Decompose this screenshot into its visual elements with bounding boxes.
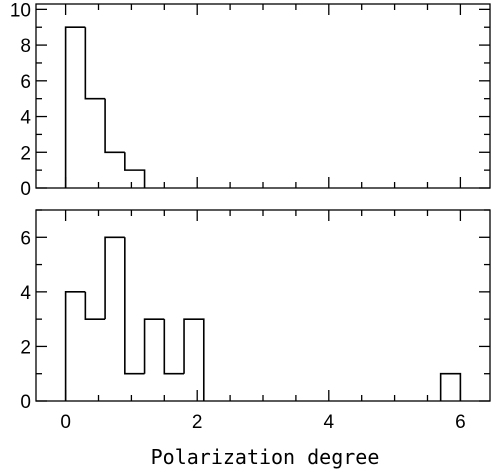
bottom-histogram-panel: 0 2 4 6 0 2 4 6	[20, 209, 491, 433]
top-y-tick-label: 4	[20, 108, 31, 129]
top-y-tick-label: 6	[20, 72, 31, 93]
top-histogram-bar	[84, 27, 106, 100]
top-histogram-bar	[64, 26, 86, 188]
bottom-y-tick-label: 0	[20, 392, 31, 413]
top-y-tick-label: 10	[10, 0, 31, 21]
bottom-y-tick-label: 2	[20, 337, 31, 358]
top-y-tick-label: 2	[20, 143, 31, 164]
bottom-plot-frame	[35, 209, 491, 402]
bottom-x-tick-label: 6	[455, 412, 466, 433]
bottom-histogram-bar	[163, 319, 185, 375]
top-histogram-bar	[124, 152, 146, 188]
bottom-histogram-bar	[143, 318, 165, 374]
bottom-histogram-bar	[183, 318, 205, 401]
bottom-x-tick-label: 2	[192, 412, 203, 433]
bottom-y-tick-label: 4	[20, 283, 31, 304]
top-y-tick-label: 0	[20, 179, 31, 200]
bottom-x-tick-label: 4	[324, 412, 335, 433]
bottom-histogram-bar	[124, 237, 145, 375]
top-histogram-bar	[104, 98, 125, 154]
top-plot-frame	[35, 3, 491, 189]
top-histogram-panel: 0 2 4 6 8 10	[10, 0, 491, 200]
bottom-x-tick-label: 0	[60, 412, 71, 433]
bottom-histogram-bar	[104, 236, 125, 320]
bottom-histogram-bar	[84, 291, 106, 320]
bottom-y-tick-label: 6	[20, 228, 31, 249]
bottom-histogram-bar	[439, 372, 462, 401]
top-y-tick-label: 8	[20, 36, 31, 57]
bottom-histogram-bar	[64, 291, 86, 401]
x-axis-label: Polarization degree	[151, 445, 380, 469]
